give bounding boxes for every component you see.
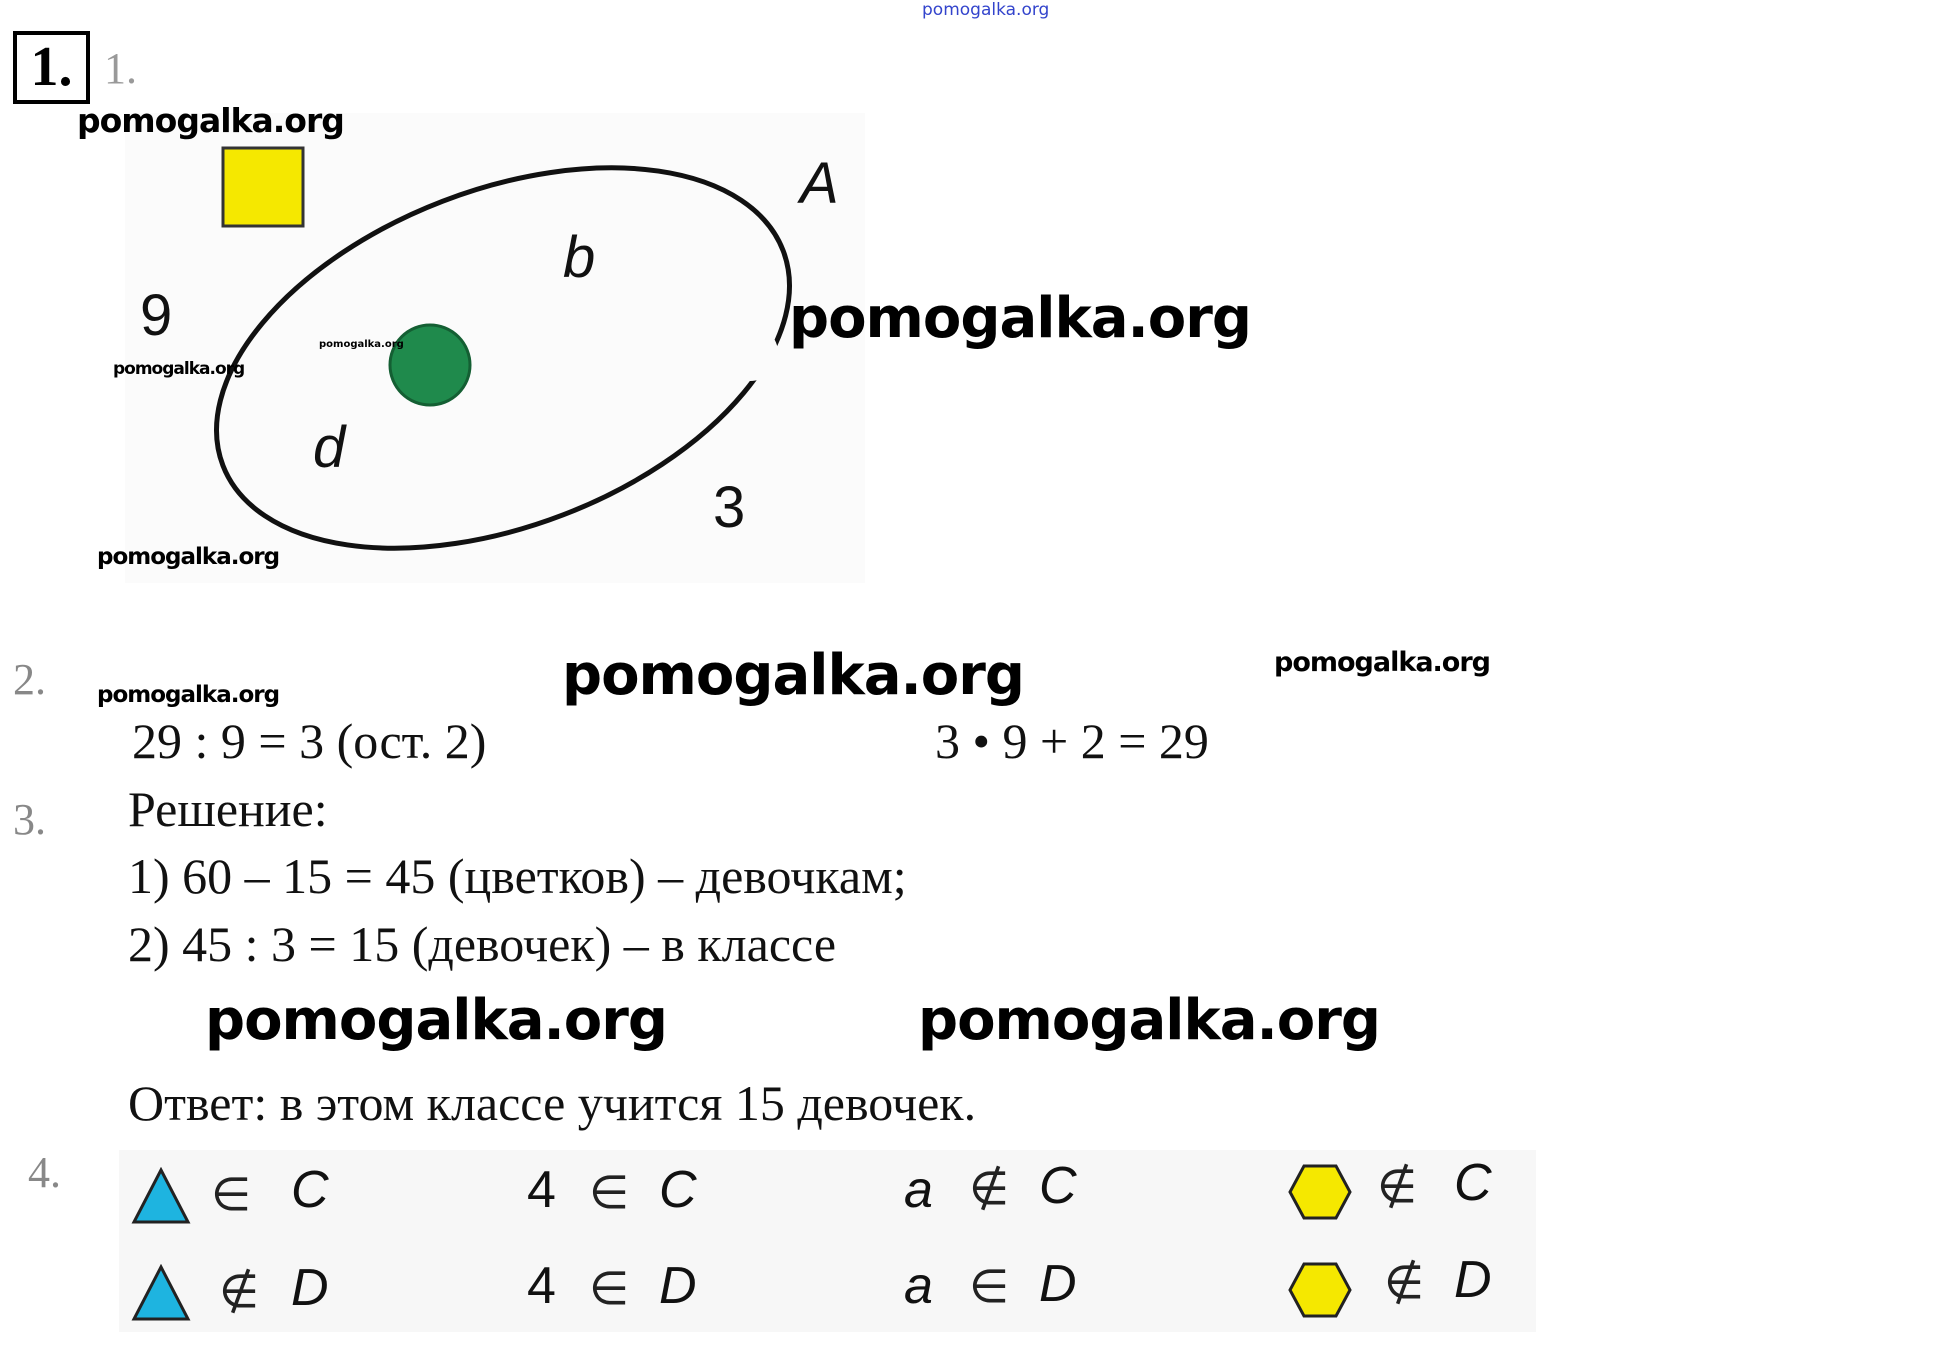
element: a xyxy=(904,1161,933,1219)
solution-step-1: 1) 60 – 15 = 45 (цветков) – девочкам; xyxy=(128,848,907,904)
check-equation: 3 • 9 + 2 = 29 xyxy=(935,713,1209,769)
membership-symbol: ∉ xyxy=(969,1161,1010,1215)
set-diagram-svg xyxy=(214,146,792,551)
set-name: D xyxy=(659,1257,697,1315)
membership-symbol: ∈ xyxy=(211,1167,252,1221)
watermark[interactable]: pomogalka.org xyxy=(97,544,280,570)
watermark[interactable]: pomogalka.org xyxy=(1274,647,1491,678)
hexagon-icon xyxy=(1288,1262,1352,1318)
task-3-number: 3. xyxy=(13,795,46,844)
membership-table: ∈ C 4 ∈ C a ∉ C ∉ C ∉ D 4 ∈ D a ∈ D ∉ D xyxy=(119,1150,1536,1332)
set-name: D xyxy=(1454,1251,1492,1309)
task-2-number: 2. xyxy=(13,655,46,704)
watermark[interactable]: pomogalka.org xyxy=(97,682,280,708)
set-name: C xyxy=(659,1161,697,1219)
hexagon-icon xyxy=(1288,1164,1352,1220)
top-watermark[interactable]: pomogalka.org xyxy=(922,0,1050,20)
set-name: C xyxy=(1454,1154,1492,1212)
element-d: d xyxy=(313,415,346,480)
membership-symbol: ∈ xyxy=(589,1261,630,1315)
watermark[interactable]: pomogalka.org xyxy=(113,359,245,379)
watermark[interactable]: pomogalka.org xyxy=(918,988,1381,1053)
membership-symbol: ∉ xyxy=(1384,1255,1425,1309)
set-name: C xyxy=(1039,1157,1077,1215)
membership-symbol: ∉ xyxy=(219,1264,260,1318)
set-name: C xyxy=(291,1161,329,1219)
set-name: D xyxy=(291,1259,329,1317)
membership-symbol: ∉ xyxy=(1377,1159,1418,1213)
element-9: 9 xyxy=(140,283,173,348)
element: 4 xyxy=(527,1161,556,1219)
membership-symbol: ∈ xyxy=(969,1259,1010,1313)
set-diagram xyxy=(125,113,865,583)
watermark[interactable]: pomogalka.org xyxy=(205,988,668,1053)
watermark[interactable]: pomogalka.org xyxy=(789,286,1252,351)
triangle-icon xyxy=(131,1167,191,1224)
set-name: D xyxy=(1039,1255,1077,1313)
membership-symbol: ∈ xyxy=(589,1165,630,1219)
set-label-a: A xyxy=(800,151,839,216)
triangle-icon xyxy=(131,1264,191,1321)
task-1-number: 1. xyxy=(104,44,137,93)
solution-step-2: 2) 45 : 3 = 15 (девочек) – в классе xyxy=(128,916,837,972)
task-1-badge: 1. xyxy=(13,31,90,104)
watermark[interactable]: pomogalka.org xyxy=(77,101,345,140)
ellipse-gap xyxy=(722,325,778,381)
element-3: 3 xyxy=(713,475,746,540)
watermark[interactable]: pomogalka.org xyxy=(319,339,404,350)
element: 4 xyxy=(527,1257,556,1315)
set-a-ellipse xyxy=(214,165,792,551)
division-equation: 29 : 9 = 3 (ост. 2) xyxy=(132,713,487,769)
task-4-number: 4. xyxy=(28,1148,61,1197)
green-circle xyxy=(388,323,472,407)
yellow-square xyxy=(221,146,305,228)
element-b: b xyxy=(563,225,596,290)
watermark[interactable]: pomogalka.org xyxy=(562,643,1025,708)
task-1-badge-text: 1. xyxy=(30,36,73,98)
solution-heading: Решение: xyxy=(128,781,328,837)
element: a xyxy=(904,1257,933,1315)
answer: Ответ: в этом классе учится 15 девочек. xyxy=(128,1075,977,1131)
